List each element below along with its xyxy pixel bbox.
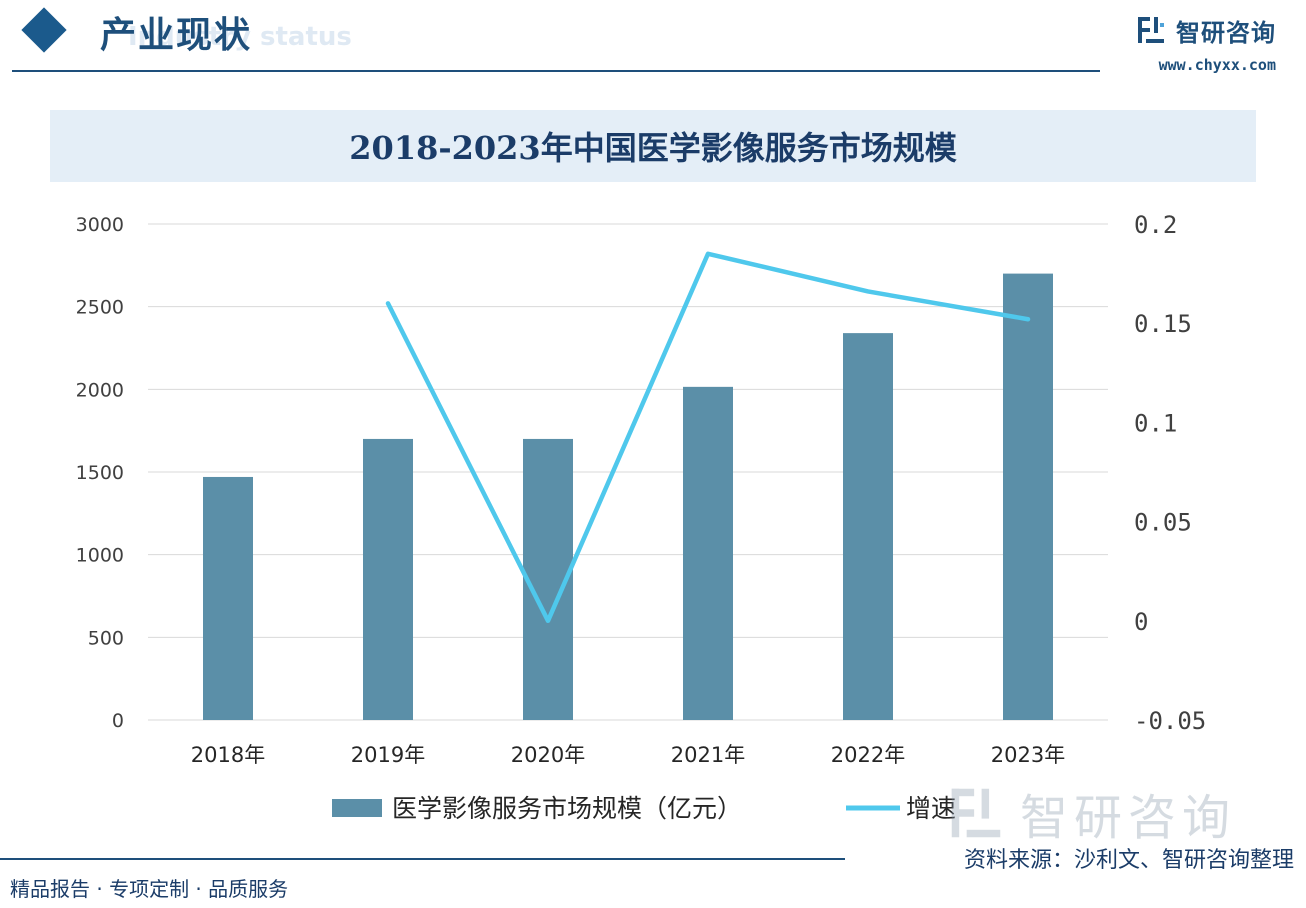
y-right-tick-label: -0.05 (1134, 707, 1206, 735)
legend-bar-swatch (332, 799, 382, 817)
watermark-text: 智研咨询 (1020, 790, 1237, 846)
x-tick-label: 2018年 (191, 743, 265, 767)
section-title: 产业现状 (100, 14, 253, 56)
header-divider (12, 70, 1100, 72)
source-note: 资料来源：沙利文、智研咨询整理 (963, 848, 1294, 873)
bar (203, 476, 253, 720)
y-right-tick-label: 0 (1134, 608, 1148, 636)
y-left-tick-label: 2000 (76, 379, 124, 401)
y-left-tick-label: 3000 (76, 214, 124, 236)
chart: 0 500 1000 1500 2000 2500 3000 -0.05 0 0.05 0.1 0.1… (76, 211, 1207, 823)
y-left-tick-label: 1000 (76, 545, 124, 567)
watermark-logo-icon (951, 788, 1001, 838)
x-tick-label: 2022年 (831, 743, 905, 767)
y-right-tick-label: 0.2 (1134, 211, 1177, 239)
legend-line-label: 增速 (906, 794, 956, 823)
brand: 智研咨询 (1136, 12, 1276, 48)
chart-title-bar: 2018-2023年中国医学影像服务市场规模 (50, 110, 1256, 182)
footer-divider (0, 858, 845, 860)
x-tick-label: 2019年 (351, 743, 425, 767)
brand-logo-icon (1138, 17, 1164, 43)
y-left-tick-label: 0 (112, 710, 124, 732)
y-right-tick-label: 0.1 (1134, 409, 1177, 437)
legend-bar-label: 医学影像服务市场规模（亿元） (392, 794, 742, 823)
x-tick-label: 2023年 (991, 743, 1065, 767)
watermark: 智研咨询 (948, 778, 1236, 848)
x-tick-label: 2021年 (671, 743, 745, 767)
bar (1003, 273, 1053, 720)
bar (843, 333, 893, 720)
brand-url: www.chyxx.com (1158, 56, 1276, 74)
bar (683, 386, 733, 720)
y-left-tick-label: 2500 (76, 297, 124, 319)
y-left-tick-label: 1500 (76, 462, 124, 484)
footer-tagline: 精品报告 · 专项定制 · 品质服务 (10, 877, 289, 901)
y-left-tick-label: 500 (88, 627, 124, 649)
chart-title: 2018-2023年中国医学影像服务市场规模 (349, 129, 957, 167)
diamond-icon (21, 7, 67, 53)
x-tick-label: 2020年 (511, 743, 585, 767)
y-right-tick-label: 0.15 (1134, 310, 1192, 338)
y-right-tick-label: 0.05 (1134, 509, 1192, 537)
brand-name: 智研咨询 (1176, 18, 1276, 47)
header: Industry status 产业现状 智研咨询 www.chyxx.com (0, 0, 1306, 75)
bar (363, 438, 413, 720)
